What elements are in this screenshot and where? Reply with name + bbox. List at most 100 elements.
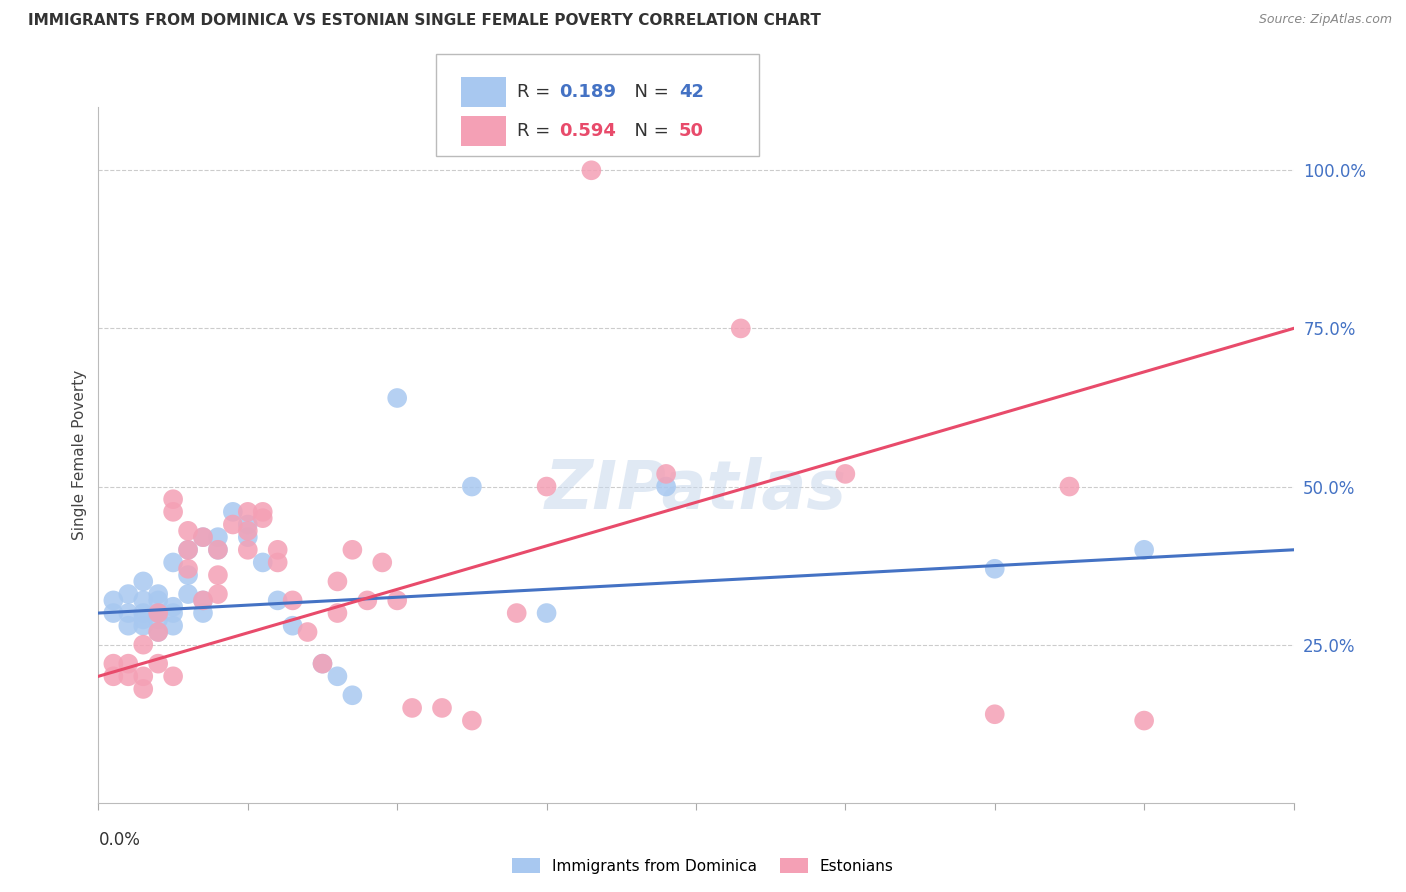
Point bbox=[222, 517, 245, 532]
Point bbox=[297, 625, 319, 640]
Y-axis label: Single Female Poverty: Single Female Poverty bbox=[72, 370, 87, 540]
Point bbox=[1133, 542, 1156, 557]
Text: Source: ZipAtlas.com: Source: ZipAtlas.com bbox=[1258, 13, 1392, 27]
Point bbox=[148, 593, 170, 607]
Point bbox=[207, 587, 229, 601]
Point bbox=[177, 542, 200, 557]
Point bbox=[117, 618, 139, 632]
Point bbox=[252, 511, 274, 525]
Point bbox=[461, 714, 484, 728]
Point bbox=[162, 606, 184, 620]
Point bbox=[103, 669, 125, 683]
Text: 50: 50 bbox=[679, 122, 704, 140]
Point bbox=[834, 467, 856, 481]
Point bbox=[148, 606, 170, 620]
Text: R =: R = bbox=[517, 83, 557, 101]
Point bbox=[132, 612, 155, 626]
Text: IMMIGRANTS FROM DOMINICA VS ESTONIAN SINGLE FEMALE POVERTY CORRELATION CHART: IMMIGRANTS FROM DOMINICA VS ESTONIAN SIN… bbox=[28, 13, 821, 29]
Point bbox=[222, 505, 245, 519]
Point bbox=[177, 524, 200, 538]
Point bbox=[162, 669, 184, 683]
Point bbox=[984, 562, 1007, 576]
Point bbox=[191, 593, 214, 607]
Point bbox=[356, 593, 378, 607]
Point bbox=[148, 625, 170, 640]
Point bbox=[326, 606, 349, 620]
Point bbox=[730, 321, 752, 335]
Point bbox=[385, 593, 409, 607]
Point bbox=[311, 657, 333, 671]
Point bbox=[103, 657, 125, 671]
Point bbox=[177, 568, 200, 582]
Text: R =: R = bbox=[517, 122, 557, 140]
Point bbox=[1059, 479, 1081, 493]
Point bbox=[236, 505, 259, 519]
Point bbox=[655, 467, 678, 481]
Point bbox=[103, 593, 125, 607]
Point bbox=[506, 606, 529, 620]
Point bbox=[984, 707, 1007, 722]
Point bbox=[536, 606, 558, 620]
Point bbox=[342, 542, 364, 557]
Point bbox=[132, 681, 155, 696]
Point bbox=[162, 492, 184, 507]
Point bbox=[311, 657, 333, 671]
Point bbox=[342, 688, 364, 702]
Point bbox=[281, 593, 304, 607]
Point bbox=[1133, 714, 1156, 728]
Point bbox=[252, 505, 274, 519]
Point bbox=[191, 530, 214, 544]
Text: N =: N = bbox=[623, 83, 675, 101]
Point bbox=[162, 505, 184, 519]
Point bbox=[132, 593, 155, 607]
Point bbox=[385, 391, 409, 405]
Point bbox=[236, 524, 259, 538]
Point bbox=[117, 587, 139, 601]
Point bbox=[207, 542, 229, 557]
Point bbox=[252, 556, 274, 570]
Point bbox=[148, 612, 170, 626]
Point bbox=[236, 530, 259, 544]
Point bbox=[148, 606, 170, 620]
Point bbox=[191, 606, 214, 620]
Point bbox=[132, 574, 155, 589]
Point bbox=[207, 568, 229, 582]
Text: 0.0%: 0.0% bbox=[98, 830, 141, 848]
Point bbox=[177, 542, 200, 557]
Point bbox=[401, 701, 423, 715]
Legend: Immigrants from Dominica, Estonians: Immigrants from Dominica, Estonians bbox=[506, 852, 900, 880]
Point bbox=[536, 479, 558, 493]
Point bbox=[326, 574, 349, 589]
Text: 42: 42 bbox=[679, 83, 704, 101]
Point bbox=[177, 587, 200, 601]
Point bbox=[371, 556, 394, 570]
Point bbox=[132, 618, 155, 632]
Point bbox=[267, 593, 290, 607]
Point bbox=[281, 618, 304, 632]
Text: ZIPatlas: ZIPatlas bbox=[546, 457, 846, 523]
Point bbox=[117, 657, 139, 671]
Point bbox=[267, 542, 290, 557]
Text: 0.189: 0.189 bbox=[560, 83, 617, 101]
Point bbox=[132, 669, 155, 683]
Point bbox=[430, 701, 453, 715]
Point bbox=[207, 530, 229, 544]
Point bbox=[132, 606, 155, 620]
Point bbox=[148, 625, 170, 640]
Point bbox=[236, 517, 259, 532]
Point bbox=[148, 657, 170, 671]
Point bbox=[132, 638, 155, 652]
Point bbox=[177, 562, 200, 576]
Point bbox=[191, 530, 214, 544]
Point bbox=[103, 606, 125, 620]
Point bbox=[162, 556, 184, 570]
Point bbox=[207, 542, 229, 557]
Point bbox=[267, 556, 290, 570]
Point bbox=[461, 479, 484, 493]
Point bbox=[148, 587, 170, 601]
Point bbox=[581, 163, 603, 178]
Point bbox=[191, 593, 214, 607]
Point bbox=[326, 669, 349, 683]
Point bbox=[162, 618, 184, 632]
Point bbox=[117, 669, 139, 683]
